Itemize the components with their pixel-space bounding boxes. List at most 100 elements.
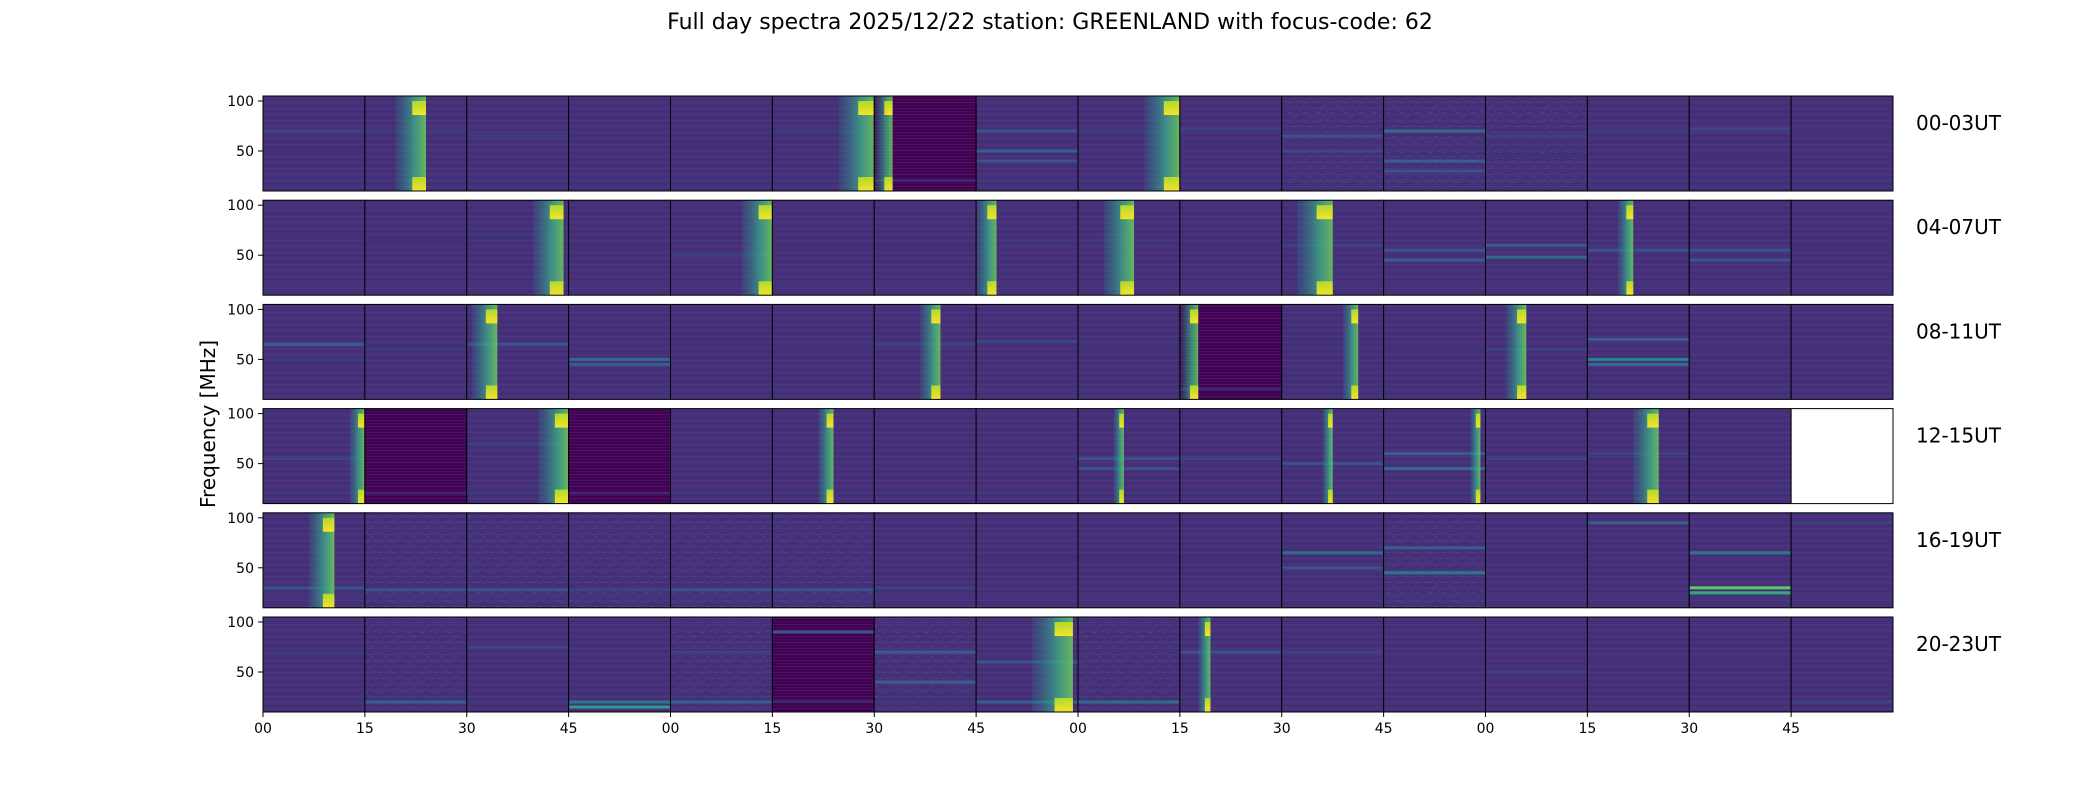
burst-peak-bottom bbox=[1120, 281, 1135, 296]
spectrogram-panel bbox=[568, 512, 671, 609]
lowfreq-band bbox=[568, 595, 671, 599]
burst-peak-top bbox=[1517, 309, 1527, 324]
panel-texture bbox=[263, 96, 365, 191]
spectrogram-panel bbox=[568, 616, 671, 713]
spectrogram-panel bbox=[1586, 199, 1690, 296]
emission-line bbox=[263, 357, 365, 361]
spectrogram-panel bbox=[364, 616, 468, 713]
emission-line bbox=[364, 238, 467, 242]
spectrogram-panel bbox=[975, 512, 1079, 609]
spectrogram-panel bbox=[1179, 408, 1283, 505]
spectrogram-panel bbox=[873, 616, 977, 713]
y-tick-label: 100 bbox=[227, 511, 254, 527]
burst-peak-bottom bbox=[1351, 385, 1359, 400]
spectrogram-panel bbox=[1688, 199, 1792, 296]
lowfreq-band bbox=[772, 179, 875, 182]
burst-peak-top bbox=[858, 101, 875, 115]
lowfreq-band bbox=[670, 179, 773, 182]
lowfreq-band bbox=[1791, 387, 1893, 391]
panel-texture bbox=[772, 200, 875, 296]
broadband-burst bbox=[1505, 304, 1527, 400]
lowfreq-band bbox=[772, 387, 875, 391]
panel-texture bbox=[1383, 200, 1486, 296]
panel-frame bbox=[1790, 616, 1894, 713]
spectrogram-panel bbox=[466, 616, 570, 713]
lowfreq-band bbox=[1281, 179, 1384, 182]
chart-title: Full day spectra 2025/12/22 station: GRE… bbox=[667, 10, 1433, 35]
emission-line bbox=[670, 144, 773, 148]
emission-line bbox=[466, 134, 569, 138]
emission-line bbox=[364, 347, 467, 351]
panel-texture bbox=[976, 304, 1078, 400]
emission-line bbox=[263, 129, 365, 133]
emission-line bbox=[466, 588, 569, 592]
spectrogram-panel bbox=[1281, 408, 1385, 505]
panel-texture bbox=[1689, 96, 1792, 191]
burst-peak-bottom bbox=[357, 489, 365, 504]
burst-peak-bottom bbox=[1626, 281, 1634, 296]
panel-frame bbox=[1790, 199, 1894, 296]
lowfreq-band bbox=[466, 700, 569, 703]
broadband-burst bbox=[1179, 304, 1199, 400]
x-tick-label: 15 bbox=[356, 721, 374, 737]
panel-noise bbox=[1078, 617, 1180, 712]
emission-line bbox=[1383, 660, 1486, 664]
spectrogram-panel bbox=[262, 616, 366, 713]
lowfreq-band bbox=[466, 595, 569, 599]
spectrogram-panel bbox=[262, 512, 366, 609]
lowfreq-band bbox=[364, 283, 467, 287]
row-label: 00-03UT bbox=[1916, 111, 2002, 135]
emission-line bbox=[1281, 650, 1384, 654]
lowfreq-band bbox=[1587, 387, 1690, 391]
emission-line bbox=[263, 342, 365, 346]
panel-noise bbox=[772, 512, 875, 608]
spectrogram-panel bbox=[262, 408, 366, 505]
burst-peak-top bbox=[1475, 413, 1481, 428]
spectrogram-panel bbox=[670, 303, 773, 400]
spectrogram-panel bbox=[873, 199, 977, 296]
spectrogram-panel bbox=[1586, 95, 1690, 192]
emission-line bbox=[1281, 551, 1384, 555]
broadband-burst bbox=[976, 200, 997, 296]
emission-line bbox=[1485, 457, 1588, 461]
broadband-burst bbox=[920, 304, 941, 400]
spectrogram-panel bbox=[1790, 95, 1894, 192]
emission-line bbox=[976, 660, 1078, 664]
emission-line bbox=[1791, 700, 1893, 704]
emission-line bbox=[1179, 650, 1282, 654]
emission-line bbox=[1689, 258, 1792, 262]
spectrogram-panel bbox=[1077, 408, 1181, 505]
y-tick-label: 50 bbox=[236, 352, 254, 368]
panel-texture bbox=[1587, 512, 1690, 608]
x-tick-label: 00 bbox=[662, 721, 680, 737]
emission-line bbox=[1791, 243, 1893, 247]
row-label: 20-23UT bbox=[1916, 632, 2002, 656]
spectrogram-panel bbox=[466, 303, 570, 400]
lowfreq-band bbox=[1383, 283, 1486, 287]
panel-texture bbox=[466, 617, 569, 712]
panel-texture bbox=[670, 96, 773, 191]
emission-line bbox=[1383, 452, 1486, 456]
spectrogram-panel bbox=[873, 303, 977, 400]
lowfreq-band bbox=[670, 387, 773, 391]
spectrogram-panel bbox=[466, 199, 570, 296]
lowfreq-band bbox=[1383, 179, 1486, 182]
x-tick-label: 45 bbox=[1782, 721, 1800, 737]
panel-texture bbox=[1281, 512, 1384, 608]
emission-line bbox=[976, 339, 1078, 343]
y-tick-label: 50 bbox=[236, 561, 254, 577]
spectrogram-panel bbox=[1383, 616, 1486, 713]
burst-peak-bottom bbox=[485, 385, 498, 400]
emission-line bbox=[1078, 556, 1180, 560]
spectrogram-panel bbox=[771, 199, 875, 296]
lowfreq-band bbox=[568, 179, 671, 182]
burst-peak-bottom bbox=[931, 385, 941, 400]
emission-line bbox=[1383, 467, 1486, 471]
x-tick-label: 30 bbox=[458, 721, 476, 737]
broadband-burst bbox=[1617, 200, 1634, 296]
spectrogram-panel bbox=[568, 408, 671, 505]
panel-noise bbox=[670, 512, 773, 608]
emission-line bbox=[1689, 154, 1792, 158]
row-label: 16-19UT bbox=[1916, 528, 2002, 552]
